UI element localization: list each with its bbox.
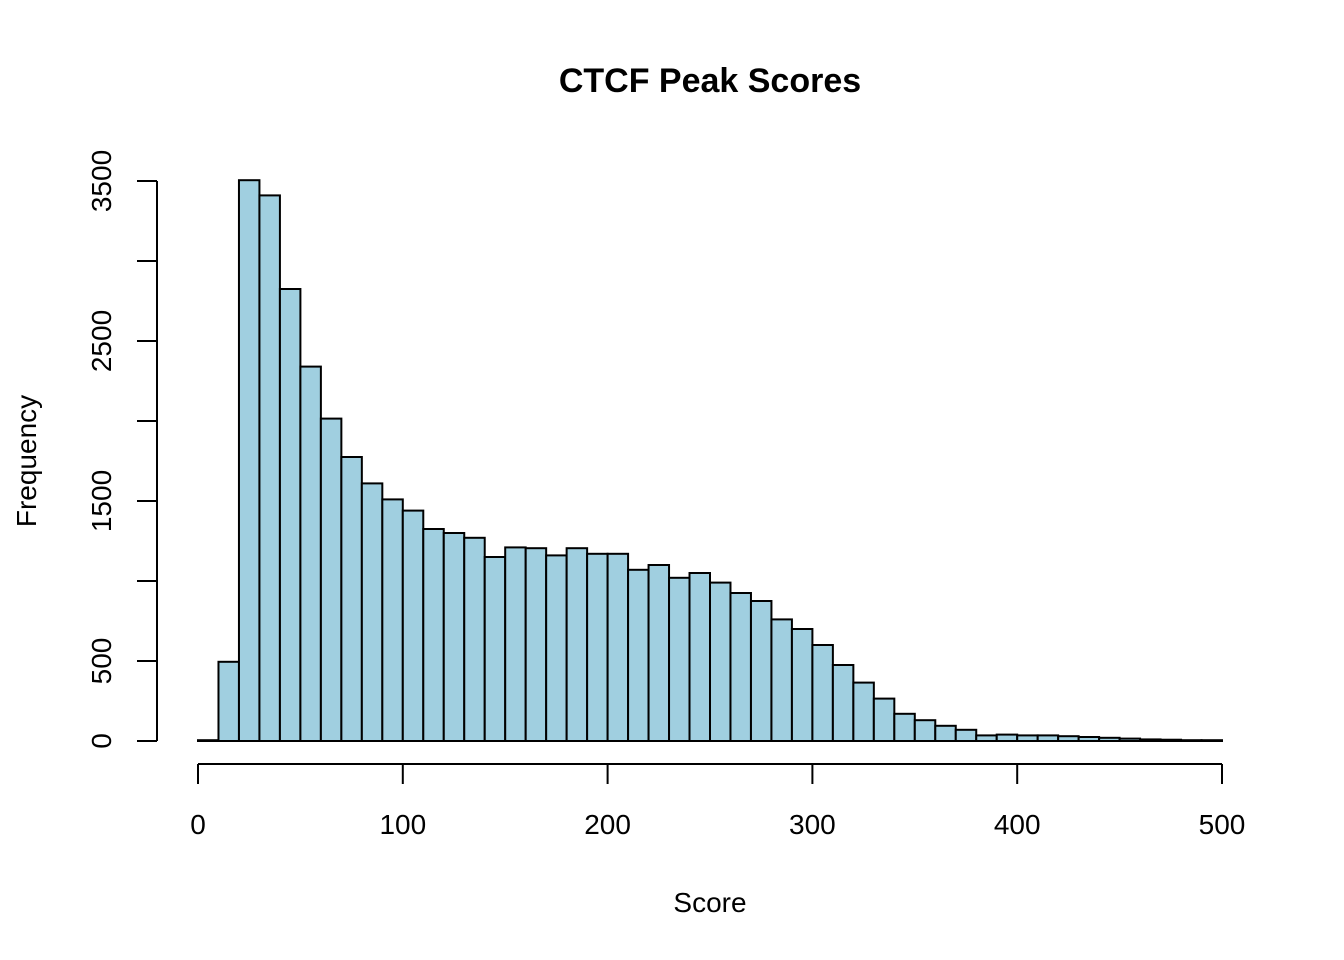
- histogram-bar: [504, 546, 527, 743]
- histogram-bar: [934, 724, 957, 742]
- x-axis-label: Score: [673, 887, 746, 918]
- histogram-bar: [995, 733, 1019, 742]
- bars-group: [197, 179, 1224, 743]
- histogram-bar: [1139, 738, 1162, 743]
- y-axis-label: Frequency: [11, 395, 42, 527]
- x-tick-label: 200: [584, 809, 631, 840]
- histogram-bar: [811, 644, 834, 742]
- x-tick-label: 0: [190, 809, 206, 840]
- histogram-bar: [483, 556, 507, 742]
- histogram-bar: [586, 552, 609, 742]
- histogram-bar: [442, 532, 466, 742]
- histogram-bar: [688, 572, 712, 742]
- histogram-bar: [1200, 739, 1224, 743]
- x-axis: 0 100 200 300 400 500: [190, 763, 1246, 840]
- histogram-bar: [872, 697, 896, 742]
- histogram-bar: [340, 456, 363, 742]
- histogram-bar: [401, 509, 425, 742]
- y-axis: 0 500 1500 2500 3500: [86, 150, 158, 749]
- x-tick-label: 100: [379, 809, 426, 840]
- histogram-bar: [381, 498, 404, 742]
- histogram-bar: [1036, 734, 1060, 743]
- histogram-bar: [197, 739, 220, 743]
- y-tick-label: 1500: [86, 470, 117, 532]
- histogram-bar: [975, 734, 998, 743]
- histogram-bar: [729, 592, 752, 742]
- histogram-bar: [1057, 735, 1080, 743]
- histogram-bar: [299, 365, 322, 742]
- x-tick-label: 500: [1199, 809, 1246, 840]
- histogram-bar: [709, 581, 732, 742]
- histogram-bar: [831, 664, 855, 742]
- histogram-bar: [278, 288, 302, 742]
- y-tick-label: 500: [86, 638, 117, 685]
- histogram-bar: [545, 554, 568, 743]
- histogram-bar: [463, 536, 486, 742]
- histogram-bar: [627, 568, 650, 742]
- histogram-bar: [606, 552, 630, 742]
- y-tick-label: 0: [86, 733, 117, 749]
- histogram-bar: [749, 600, 773, 742]
- histogram-bar: [319, 417, 343, 742]
- histogram-bar: [1159, 738, 1183, 742]
- histogram-bar: [790, 628, 814, 742]
- histogram-bar: [217, 660, 240, 742]
- x-tick-label: 400: [994, 809, 1041, 840]
- histogram-bar: [852, 681, 875, 742]
- histogram-bar: [647, 564, 671, 742]
- histogram-bar: [565, 547, 589, 743]
- histogram-bar: [913, 719, 937, 743]
- y-tick-label: 2500: [86, 310, 117, 372]
- chart-title: CTCF Peak Scores: [559, 62, 861, 100]
- histogram-bar: [258, 194, 281, 742]
- y-tick-label: 3500: [86, 150, 117, 212]
- histogram-bar: [524, 547, 548, 743]
- histogram-bar: [237, 179, 261, 742]
- histogram-bar: [360, 482, 384, 742]
- histogram-bar: [1180, 739, 1203, 743]
- histogram-bar: [954, 728, 978, 742]
- histogram-bar: [1118, 737, 1142, 742]
- histogram-bar: [1098, 736, 1121, 742]
- histogram-bar: [1016, 734, 1039, 743]
- x-tick-label: 300: [789, 809, 836, 840]
- histogram-bar: [770, 618, 793, 743]
- histogram-bar: [668, 576, 691, 742]
- histogram-bar: [893, 712, 916, 742]
- histogram-bar: [1077, 736, 1101, 742]
- histogram-bar: [422, 528, 445, 742]
